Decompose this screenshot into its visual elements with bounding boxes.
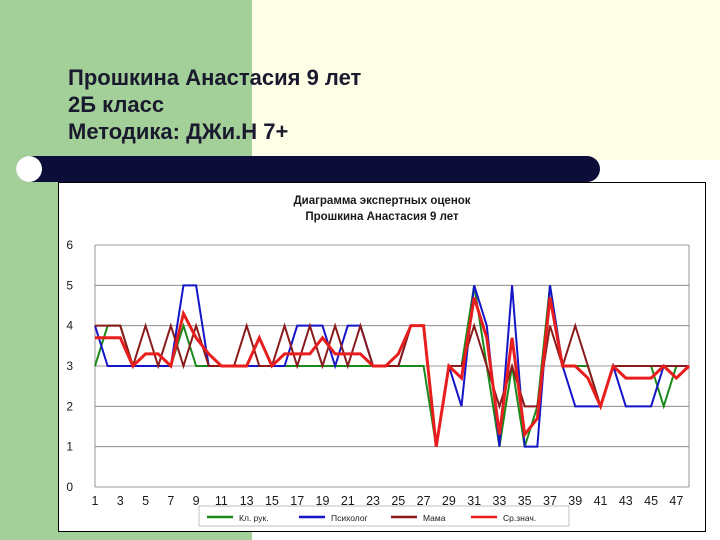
x-tick-label: 19 [316,494,330,508]
header-line-class: 2Б класс [68,92,165,117]
x-tick-label: 5 [142,494,149,508]
cream-top-panel [252,0,720,160]
line-chart: Диаграмма экспертных оценок Прошкина Ана… [59,183,705,531]
bar-end-cap [16,156,42,182]
y-tick-label: 4 [66,319,73,333]
chart-subtitle: Прошкина Анастасия 9 лет [305,211,459,223]
x-axis-ticks: 1 3 5 7 9 11 13 15 17 19 21 23 25 27 29 31 33 35 37 39 41 43 4… [92,494,684,508]
legend-label: Кл. рук. [239,513,269,523]
x-tick-label: 25 [391,494,405,508]
series-line-4 [95,296,691,447]
x-tick-label: 27 [417,494,431,508]
legend: Кл. рук. Психолог Мама Ср.знач. [198,505,570,527]
x-tick-label: 31 [467,494,481,508]
y-tick-label: 5 [66,278,73,292]
y-tick-label: 2 [66,399,73,413]
y-tick-label: 6 [66,238,73,252]
x-tick-label: 41 [594,494,608,508]
chart-title: Диаграмма экспертных оценок [293,195,470,207]
x-tick-label: 39 [568,494,582,508]
x-tick-label: 29 [442,494,456,508]
y-tick-label: 3 [66,359,73,373]
legend-label: Психолог [331,513,368,523]
x-tick-label: 15 [265,494,279,508]
x-tick-label: 35 [518,494,532,508]
x-tick-label: 43 [619,494,633,508]
x-tick-label: 37 [543,494,557,508]
slide-header: Прошкина Анастасия 9 лет 2Б класс Методи… [68,64,361,145]
x-tick-label: 11 [215,494,228,508]
y-tick-label: 1 [66,440,73,454]
x-tick-label: 1 [92,494,99,508]
x-tick-label: 47 [669,494,683,508]
header-line-method: Методика: ДЖи.Н 7+ [68,119,289,144]
legend-label: Ср.знач. [503,513,536,523]
y-tick-label: 0 [66,480,73,494]
header-line-name: Прошкина Анастасия 9 лет [68,65,362,90]
chart-frame: Диаграмма экспертных оценок Прошкина Ана… [58,182,706,532]
chart-background [59,183,705,531]
x-tick-label: 33 [492,494,506,508]
title-underline-bar [16,156,600,182]
x-tick-label: 17 [290,494,304,508]
x-tick-label: 9 [193,494,200,508]
legend-label: Мама [423,513,446,523]
x-tick-label: 21 [341,494,355,508]
y-axis-ticks: 0 1 2 3 4 5 6 [66,238,73,494]
x-tick-label: 45 [644,494,658,508]
series-lines [94,284,691,448]
x-tick-label: 23 [366,494,380,508]
x-tick-label: 3 [117,494,124,508]
x-tick-label: 7 [167,494,174,508]
legend-box [198,505,570,527]
x-tick-label: 13 [240,494,254,508]
